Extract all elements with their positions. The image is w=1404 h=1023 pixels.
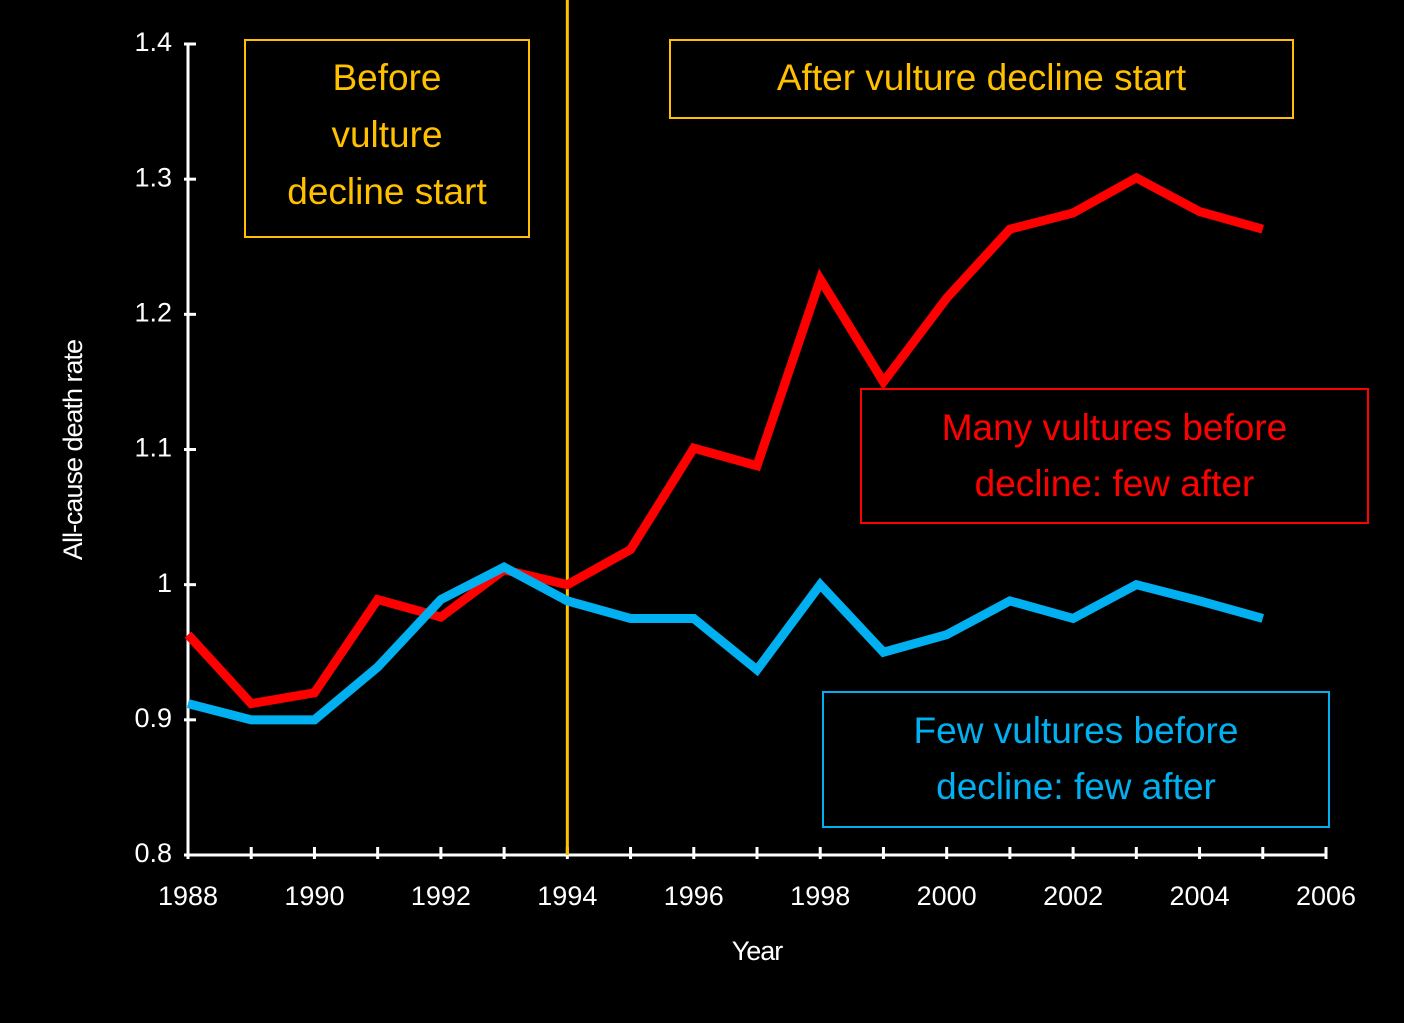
series-line	[186, 562, 1264, 725]
x-tick-label: 1992	[411, 881, 471, 911]
annotation-box	[244, 39, 530, 238]
y-tick-label: 1.1	[134, 433, 172, 463]
annotation-text: After vulture decline start	[777, 57, 1187, 98]
y-tick-label: 1.2	[134, 297, 172, 327]
annotation-text: decline start	[287, 171, 487, 212]
x-tick-label: 2002	[1043, 881, 1103, 911]
y-tick-label: 1	[157, 568, 172, 598]
series-line	[184, 172, 1264, 709]
x-tick-label: 1990	[284, 881, 344, 911]
y-tick-label: 0.8	[134, 838, 172, 868]
x-tick-label: 2000	[917, 881, 977, 911]
y-tick-label: 0.9	[134, 703, 172, 733]
annotation-text: Before	[332, 57, 441, 98]
annotation-box	[822, 691, 1330, 828]
annotation-box	[860, 388, 1369, 524]
y-axis-label: All-cause death rate	[58, 340, 88, 560]
x-axis-label: Year	[732, 936, 784, 966]
annotation-text: Many vultures before	[942, 407, 1288, 448]
x-tick-label: 1996	[664, 881, 724, 911]
annotation-text: decline: few after	[975, 463, 1255, 504]
annotation-text: decline: few after	[936, 766, 1216, 807]
y-tick-label: 1.4	[134, 27, 172, 57]
x-tick-label: 1988	[158, 881, 218, 911]
annotation-box	[669, 39, 1294, 119]
x-tick-label: 1994	[537, 881, 597, 911]
y-tick-label: 1.3	[134, 162, 172, 192]
x-tick-label: 2006	[1296, 881, 1356, 911]
annotation-text: Few vultures before	[914, 710, 1239, 751]
annotation-text: vulture	[331, 114, 442, 155]
x-tick-label: 1998	[790, 881, 850, 911]
x-tick-label: 2004	[1170, 881, 1230, 911]
